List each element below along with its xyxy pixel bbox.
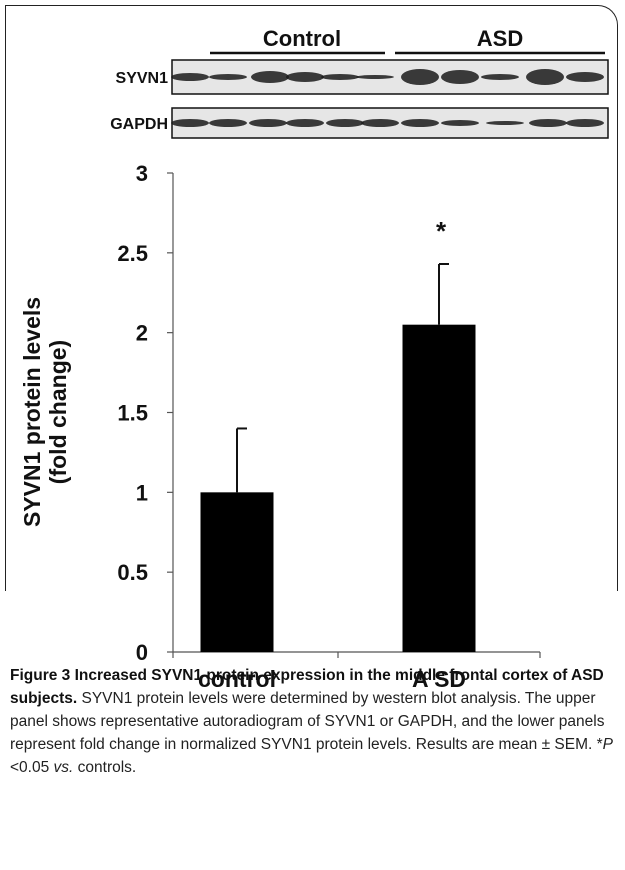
caption-text: P <box>603 736 613 753</box>
blot-band <box>171 119 209 127</box>
blot-band <box>401 119 439 127</box>
blot-band <box>356 75 394 79</box>
blot-band <box>361 119 399 127</box>
blot-band <box>209 119 247 127</box>
y-tick-label: 0 <box>136 640 148 665</box>
blot-band <box>321 74 359 80</box>
blot-band <box>566 72 604 82</box>
significance-mark: * <box>436 216 447 246</box>
blot-band <box>209 74 247 80</box>
y-axis-label: SYVN1 protein levels(fold change) <box>19 297 71 527</box>
blot-band <box>529 119 567 127</box>
y-tick-label: 2.5 <box>117 241 148 266</box>
caption-text: controls. <box>73 759 136 776</box>
figure: Control ASD SYVN1 GAPDH 0 0.5 1 1.5 2 2.5 3 SYVN1 p… <box>0 0 625 700</box>
blot-row-label: GAPDH <box>110 116 168 133</box>
caption: Figure 3 Increased SYVN1 protein express… <box>10 664 615 779</box>
error-bar <box>439 264 449 325</box>
blot-band <box>251 71 289 83</box>
caption-text: vs. <box>54 759 74 776</box>
blot-band <box>526 69 564 85</box>
error-bar <box>237 428 247 492</box>
y-tick-label: 2 <box>136 321 148 346</box>
blot-band <box>566 119 604 127</box>
blot-band <box>481 74 519 80</box>
blot-band <box>441 120 479 126</box>
blot-band <box>249 119 287 127</box>
blot-group-label: Control <box>263 26 341 51</box>
caption-text: <0.05 <box>10 759 54 776</box>
y-tick-label: 3 <box>136 161 148 186</box>
blot-band <box>171 73 209 81</box>
blot-band <box>286 72 324 82</box>
blot-band <box>401 69 439 85</box>
blot-band <box>326 119 364 127</box>
y-axis-label-line: (fold change) <box>45 340 71 484</box>
blot-band <box>441 70 479 84</box>
bar <box>201 492 274 652</box>
caption-text: SYVN1 protein levels were determined by … <box>10 690 605 753</box>
y-tick-label: 0.5 <box>117 560 148 585</box>
y-axis-label-line: SYVN1 protein levels <box>19 297 45 527</box>
blot-band <box>486 121 524 125</box>
blot-band <box>286 119 324 127</box>
y-tick-label: 1 <box>136 480 148 505</box>
page: Control ASD SYVN1 GAPDH 0 0.5 1 1.5 2 2.5 3 SYVN1 p… <box>0 0 625 870</box>
blot-row-label: SYVN1 <box>116 70 169 87</box>
blot-group-label: ASD <box>477 26 523 51</box>
y-tick-label: 1.5 <box>117 401 148 426</box>
bar <box>403 325 476 652</box>
